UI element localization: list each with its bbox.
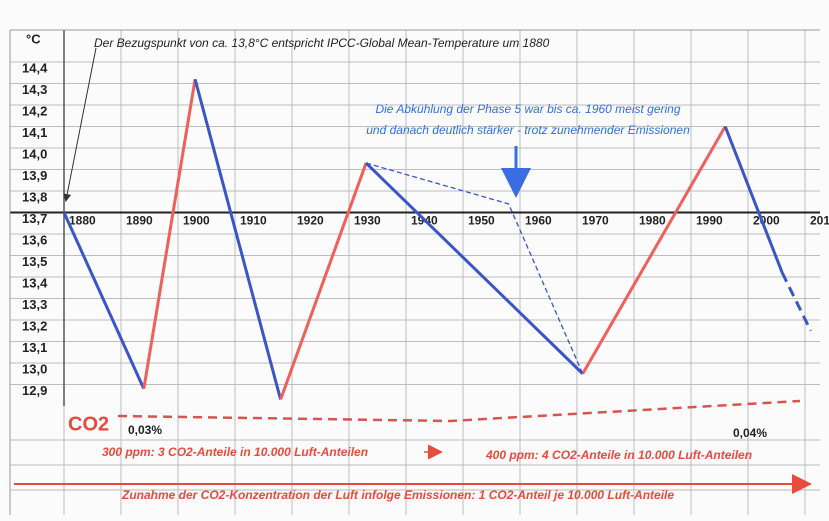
- co2-trend: [117, 399, 801, 423]
- x-tick-label: 1910: [240, 214, 267, 228]
- line-segment: [723, 125, 784, 274]
- y-tick-label: 13,0: [22, 361, 47, 376]
- y-tick-label: 14,0: [22, 146, 47, 161]
- y-tick-label: 13,6: [22, 232, 47, 247]
- line-segment: [365, 161, 584, 375]
- y-tick-label: 13,9: [22, 168, 47, 183]
- line-segment: [142, 78, 197, 390]
- x-tick-label: 1950: [468, 214, 495, 228]
- y-tick-label: 14,4: [22, 60, 48, 75]
- y-unit: °C: [26, 31, 41, 46]
- x-tick-label: 1970: [582, 214, 609, 228]
- x-tick-label: 2010: [810, 214, 829, 228]
- y-tick-label: 13,7: [22, 211, 47, 226]
- line-segment: [193, 78, 283, 400]
- co2-label: CO2: [68, 413, 109, 435]
- x-tick-label: 1890: [126, 214, 153, 228]
- x-tick-label: 1960: [525, 214, 552, 228]
- y-tick-label: 14,3: [22, 82, 47, 97]
- line-segment: [279, 162, 368, 401]
- y-tick-label: 12,9: [22, 383, 47, 398]
- y-tick-label: 13,4: [22, 275, 48, 290]
- line-segment: [62, 211, 146, 390]
- x-tick-label: 1920: [297, 214, 324, 228]
- line-segment: [365, 162, 584, 375]
- y-tick-label: 14,2: [22, 103, 47, 118]
- annotation-arrow: [63, 47, 97, 202]
- x-tick-label: 1990: [696, 214, 723, 228]
- y-tick-label: 13,2: [22, 318, 47, 333]
- co2-end: 0,04%: [733, 426, 767, 440]
- co2-increase-text: Zunahme der CO2-Konzentration der Luft i…: [121, 488, 674, 502]
- line-segment: [581, 125, 727, 375]
- co2-start: 0,03%: [128, 423, 162, 437]
- co2-400-text: 400 ppm: 4 CO2-Anteile in 10.000 Luft-An…: [485, 448, 752, 462]
- annotation-phase5: und danach deutlich stärker - trotz zune…: [366, 123, 690, 137]
- x-tick-label: 1880: [69, 214, 96, 228]
- y-tick-label: 13,5: [22, 254, 47, 269]
- annotation-reference: Der Bezugspunkt von ca. 13,8°C entsprich…: [94, 36, 550, 50]
- x-tick-label: 1930: [354, 214, 381, 228]
- y-tick-label: 13,1: [22, 340, 47, 355]
- y-tick-label: 14,1: [22, 125, 47, 140]
- y-tick-label: 13,8: [22, 189, 47, 204]
- x-tick-label: 1980: [639, 214, 666, 228]
- y-tick-label: 13,3: [22, 297, 47, 312]
- line-segment: [780, 272, 813, 332]
- x-tick-label: 2000: [753, 214, 780, 228]
- co2-300-text: 300 ppm: 3 CO2-Anteile in 10.000 Luft-An…: [102, 445, 368, 459]
- x-tick-label: 1900: [183, 214, 210, 228]
- annotation-phase5: Die Abkühlung der Phase 5 war bis ca. 19…: [375, 102, 680, 116]
